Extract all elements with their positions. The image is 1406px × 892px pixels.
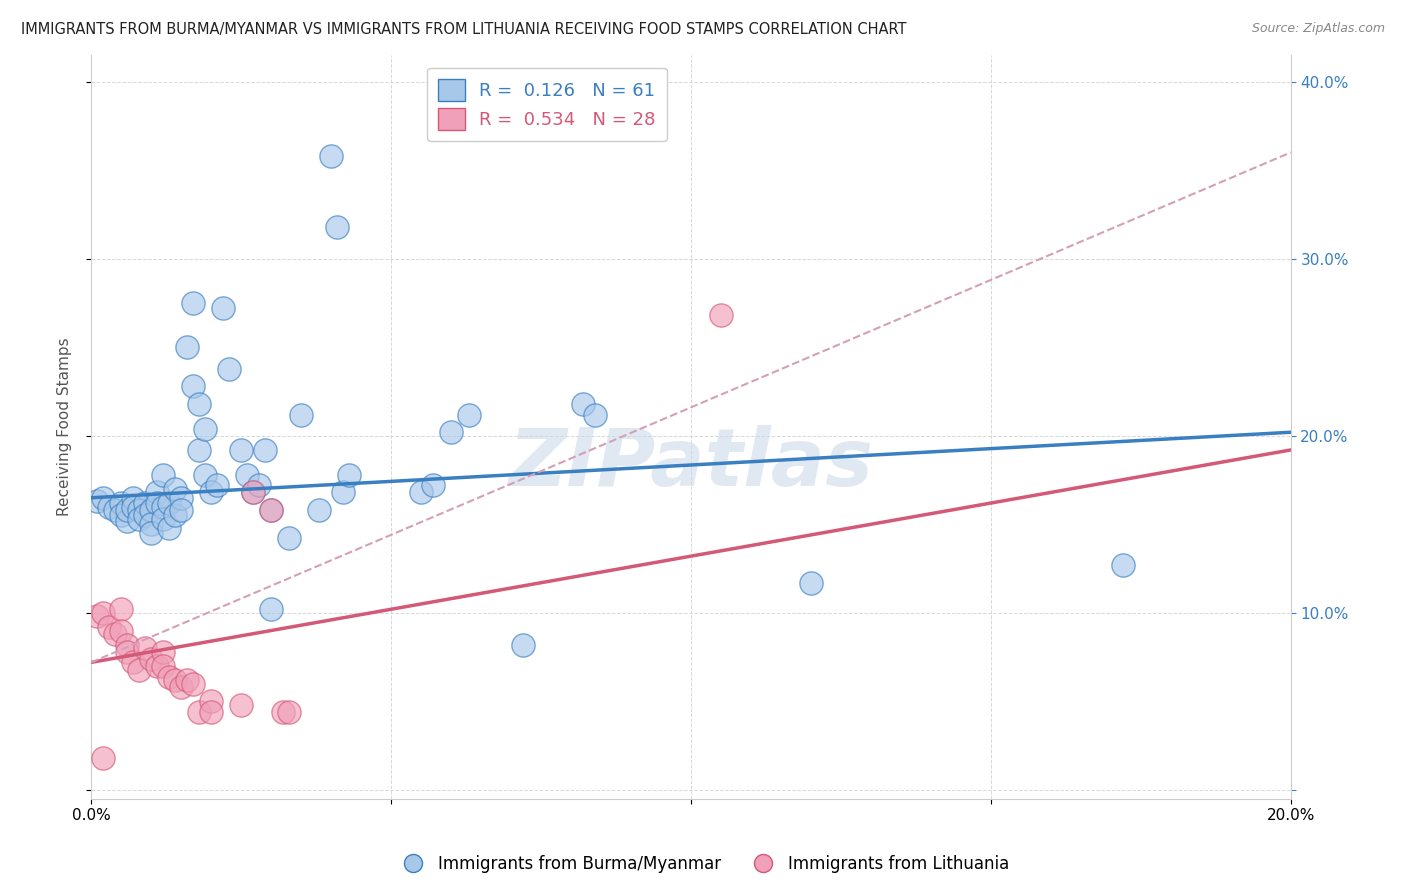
Point <box>200 705 222 719</box>
Point <box>326 219 349 234</box>
Point <box>91 751 114 765</box>
Point <box>115 645 138 659</box>
Point <box>194 422 217 436</box>
Point <box>122 500 145 514</box>
Text: Source: ZipAtlas.com: Source: ZipAtlas.com <box>1251 22 1385 36</box>
Point <box>229 698 252 712</box>
Point <box>152 500 174 514</box>
Point <box>242 485 264 500</box>
Point <box>290 408 312 422</box>
Point <box>157 670 180 684</box>
Point <box>212 301 235 316</box>
Point <box>115 503 138 517</box>
Point <box>157 496 180 510</box>
Point <box>187 705 209 719</box>
Point <box>572 397 595 411</box>
Point <box>194 467 217 482</box>
Point <box>457 408 479 422</box>
Point <box>170 503 193 517</box>
Point <box>134 641 156 656</box>
Point <box>122 491 145 505</box>
Point <box>139 517 162 532</box>
Point <box>146 485 169 500</box>
Point <box>181 296 204 310</box>
Point <box>146 496 169 510</box>
Point <box>97 620 120 634</box>
Point <box>152 659 174 673</box>
Point <box>163 673 186 687</box>
Point <box>152 467 174 482</box>
Point <box>1111 558 1133 572</box>
Point <box>205 478 228 492</box>
Legend: Immigrants from Burma/Myanmar, Immigrants from Lithuania: Immigrants from Burma/Myanmar, Immigrant… <box>389 848 1017 880</box>
Point <box>104 627 127 641</box>
Point <box>152 645 174 659</box>
Point <box>91 606 114 620</box>
Point <box>163 508 186 523</box>
Point <box>110 602 132 616</box>
Point <box>97 500 120 514</box>
Point <box>200 485 222 500</box>
Point <box>260 503 283 517</box>
Point <box>800 575 823 590</box>
Point <box>277 532 299 546</box>
Point <box>157 521 180 535</box>
Point <box>260 503 283 517</box>
Y-axis label: Receiving Food Stamps: Receiving Food Stamps <box>58 338 72 516</box>
Point <box>128 503 150 517</box>
Point <box>319 149 342 163</box>
Point <box>200 694 222 708</box>
Point <box>247 478 270 492</box>
Point <box>134 496 156 510</box>
Point <box>110 508 132 523</box>
Point <box>187 397 209 411</box>
Point <box>583 408 606 422</box>
Point <box>277 705 299 719</box>
Point <box>163 482 186 496</box>
Point <box>176 340 198 354</box>
Point <box>86 609 108 624</box>
Point <box>409 485 432 500</box>
Point <box>181 676 204 690</box>
Point <box>139 652 162 666</box>
Text: ZIPatlas: ZIPatlas <box>508 425 873 503</box>
Point <box>253 442 276 457</box>
Point <box>91 491 114 505</box>
Point <box>242 485 264 500</box>
Point <box>86 494 108 508</box>
Point <box>187 442 209 457</box>
Point <box>440 425 463 440</box>
Point <box>337 467 360 482</box>
Point <box>308 503 330 517</box>
Point <box>128 663 150 677</box>
Point <box>110 496 132 510</box>
Text: IMMIGRANTS FROM BURMA/MYANMAR VS IMMIGRANTS FROM LITHUANIA RECEIVING FOOD STAMPS: IMMIGRANTS FROM BURMA/MYANMAR VS IMMIGRA… <box>21 22 907 37</box>
Point <box>128 512 150 526</box>
Point <box>710 309 733 323</box>
Point <box>146 659 169 673</box>
Point <box>134 508 156 523</box>
Point <box>152 512 174 526</box>
Point <box>139 526 162 541</box>
Point <box>110 624 132 638</box>
Point <box>181 379 204 393</box>
Point <box>260 602 283 616</box>
Point <box>176 673 198 687</box>
Point <box>229 442 252 457</box>
Point <box>236 467 259 482</box>
Point <box>104 503 127 517</box>
Point <box>139 503 162 517</box>
Point <box>115 514 138 528</box>
Point <box>332 485 354 500</box>
Point <box>170 680 193 694</box>
Point <box>218 361 240 376</box>
Point <box>512 638 534 652</box>
Point <box>271 705 294 719</box>
Legend: R =  0.126   N = 61, R =  0.534   N = 28: R = 0.126 N = 61, R = 0.534 N = 28 <box>427 68 666 141</box>
Point <box>122 656 145 670</box>
Point <box>115 638 138 652</box>
Point <box>422 478 444 492</box>
Point <box>170 491 193 505</box>
